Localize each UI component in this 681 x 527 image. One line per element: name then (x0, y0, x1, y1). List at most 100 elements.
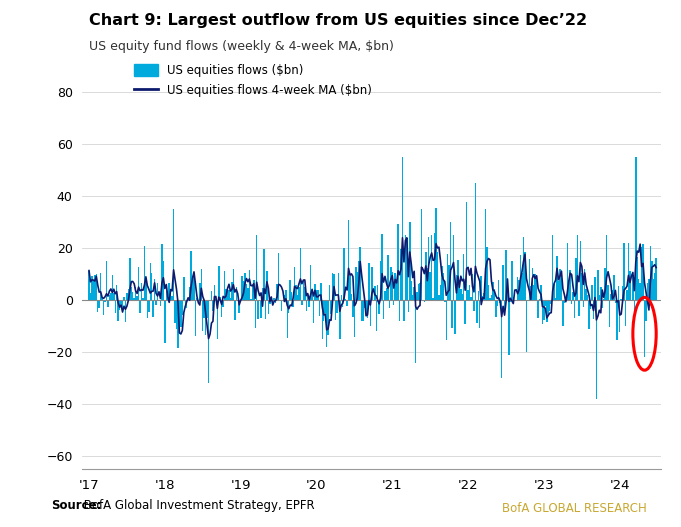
Bar (575, 258, 577, 300)
Bar (505, 250, 507, 300)
Bar (445, 300, 447, 340)
Bar (419, 283, 421, 300)
Bar (292, 300, 294, 307)
Bar (385, 288, 387, 300)
Bar (153, 300, 154, 317)
Bar (556, 256, 558, 300)
Bar (374, 286, 375, 300)
Bar (265, 300, 266, 319)
Bar (646, 300, 647, 321)
Bar (365, 300, 367, 314)
Bar (496, 300, 498, 306)
Bar (170, 291, 172, 300)
Text: Source:: Source: (51, 499, 101, 512)
Bar (548, 300, 549, 314)
Bar (384, 291, 385, 300)
Bar (590, 300, 591, 309)
Bar (270, 299, 272, 300)
Bar (117, 300, 119, 321)
Bar (311, 290, 313, 300)
Bar (441, 267, 443, 300)
Bar (484, 293, 485, 300)
Bar (289, 280, 291, 300)
Bar (238, 300, 240, 313)
Bar (246, 285, 247, 300)
Bar (136, 296, 138, 300)
Bar (218, 266, 219, 300)
Bar (186, 300, 187, 308)
Bar (620, 299, 622, 300)
Bar (176, 300, 177, 329)
Bar (400, 249, 402, 300)
Bar (93, 281, 94, 300)
Bar (154, 279, 155, 300)
Bar (256, 235, 257, 300)
Bar (127, 289, 129, 300)
Bar (571, 300, 572, 304)
Bar (418, 284, 419, 300)
Bar (387, 255, 389, 300)
Bar (167, 294, 168, 300)
Bar (580, 241, 581, 300)
Bar (121, 300, 122, 305)
Bar (255, 300, 256, 328)
Bar (90, 293, 91, 300)
Bar (584, 269, 586, 300)
Bar (408, 300, 409, 313)
Bar (377, 285, 379, 300)
Bar (174, 300, 176, 323)
Bar (163, 261, 164, 300)
Bar (351, 294, 352, 300)
Bar (367, 300, 368, 318)
Bar (195, 300, 196, 336)
Bar (119, 300, 121, 310)
Bar (358, 261, 360, 300)
Bar (588, 300, 590, 329)
Bar (520, 255, 522, 300)
Bar (310, 265, 311, 300)
Bar (405, 235, 406, 300)
Bar (633, 300, 635, 316)
Bar (559, 269, 560, 300)
Bar (458, 280, 460, 300)
Bar (204, 300, 205, 318)
Bar (257, 300, 259, 319)
Bar (476, 300, 477, 323)
Text: BofA Global Investment Strategy, EPFR: BofA Global Investment Strategy, EPFR (80, 499, 315, 512)
Bar (475, 183, 476, 300)
Bar (229, 298, 231, 300)
Text: US equity fund flows (weekly & 4-week MA, $bn): US equity fund flows (weekly & 4-week MA… (89, 40, 394, 53)
Bar (637, 257, 638, 300)
Bar (552, 235, 554, 300)
Bar (435, 208, 437, 300)
Bar (131, 287, 132, 300)
Bar (438, 295, 440, 300)
Bar (361, 300, 362, 321)
Bar (530, 286, 532, 300)
Bar (236, 287, 237, 300)
Bar (247, 288, 249, 300)
Bar (160, 300, 161, 306)
Bar (338, 273, 339, 300)
Bar (243, 281, 244, 300)
Bar (528, 259, 530, 300)
Bar (567, 243, 568, 300)
Bar (581, 274, 582, 300)
Bar (210, 291, 212, 300)
Bar (599, 295, 600, 300)
Bar (300, 248, 301, 300)
Bar (482, 296, 484, 300)
Bar (144, 247, 145, 300)
Bar (212, 300, 214, 311)
Bar (191, 251, 192, 300)
Bar (381, 234, 383, 300)
Bar (244, 273, 246, 300)
Bar (638, 279, 639, 300)
Bar (172, 296, 173, 300)
Bar (113, 293, 114, 300)
Bar (110, 293, 112, 300)
Bar (415, 300, 416, 363)
Bar (304, 287, 306, 300)
Bar (103, 300, 104, 315)
Bar (228, 290, 229, 300)
